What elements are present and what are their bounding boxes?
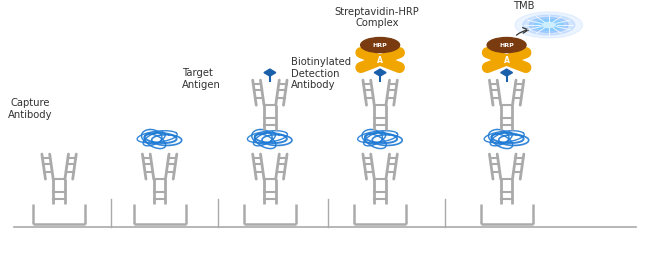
- Polygon shape: [374, 69, 386, 76]
- Text: Streptavidin-HRP
Complex: Streptavidin-HRP Complex: [335, 7, 419, 28]
- Circle shape: [534, 20, 563, 30]
- Text: TMB: TMB: [514, 1, 535, 11]
- Text: Target
Antigen: Target Antigen: [182, 68, 221, 90]
- Circle shape: [523, 15, 575, 35]
- Text: Capture
Antibody: Capture Antibody: [8, 98, 52, 120]
- Circle shape: [529, 17, 568, 32]
- Circle shape: [542, 22, 555, 28]
- Text: Biotinylated
Detection
Antibody: Biotinylated Detection Antibody: [291, 57, 351, 90]
- Circle shape: [487, 37, 526, 53]
- Polygon shape: [264, 69, 276, 76]
- Text: HRP: HRP: [499, 43, 514, 48]
- Text: A: A: [504, 56, 510, 64]
- Circle shape: [361, 37, 400, 53]
- Circle shape: [515, 12, 582, 38]
- Text: A: A: [377, 56, 383, 64]
- Text: HRP: HRP: [372, 43, 387, 48]
- Polygon shape: [500, 69, 512, 76]
